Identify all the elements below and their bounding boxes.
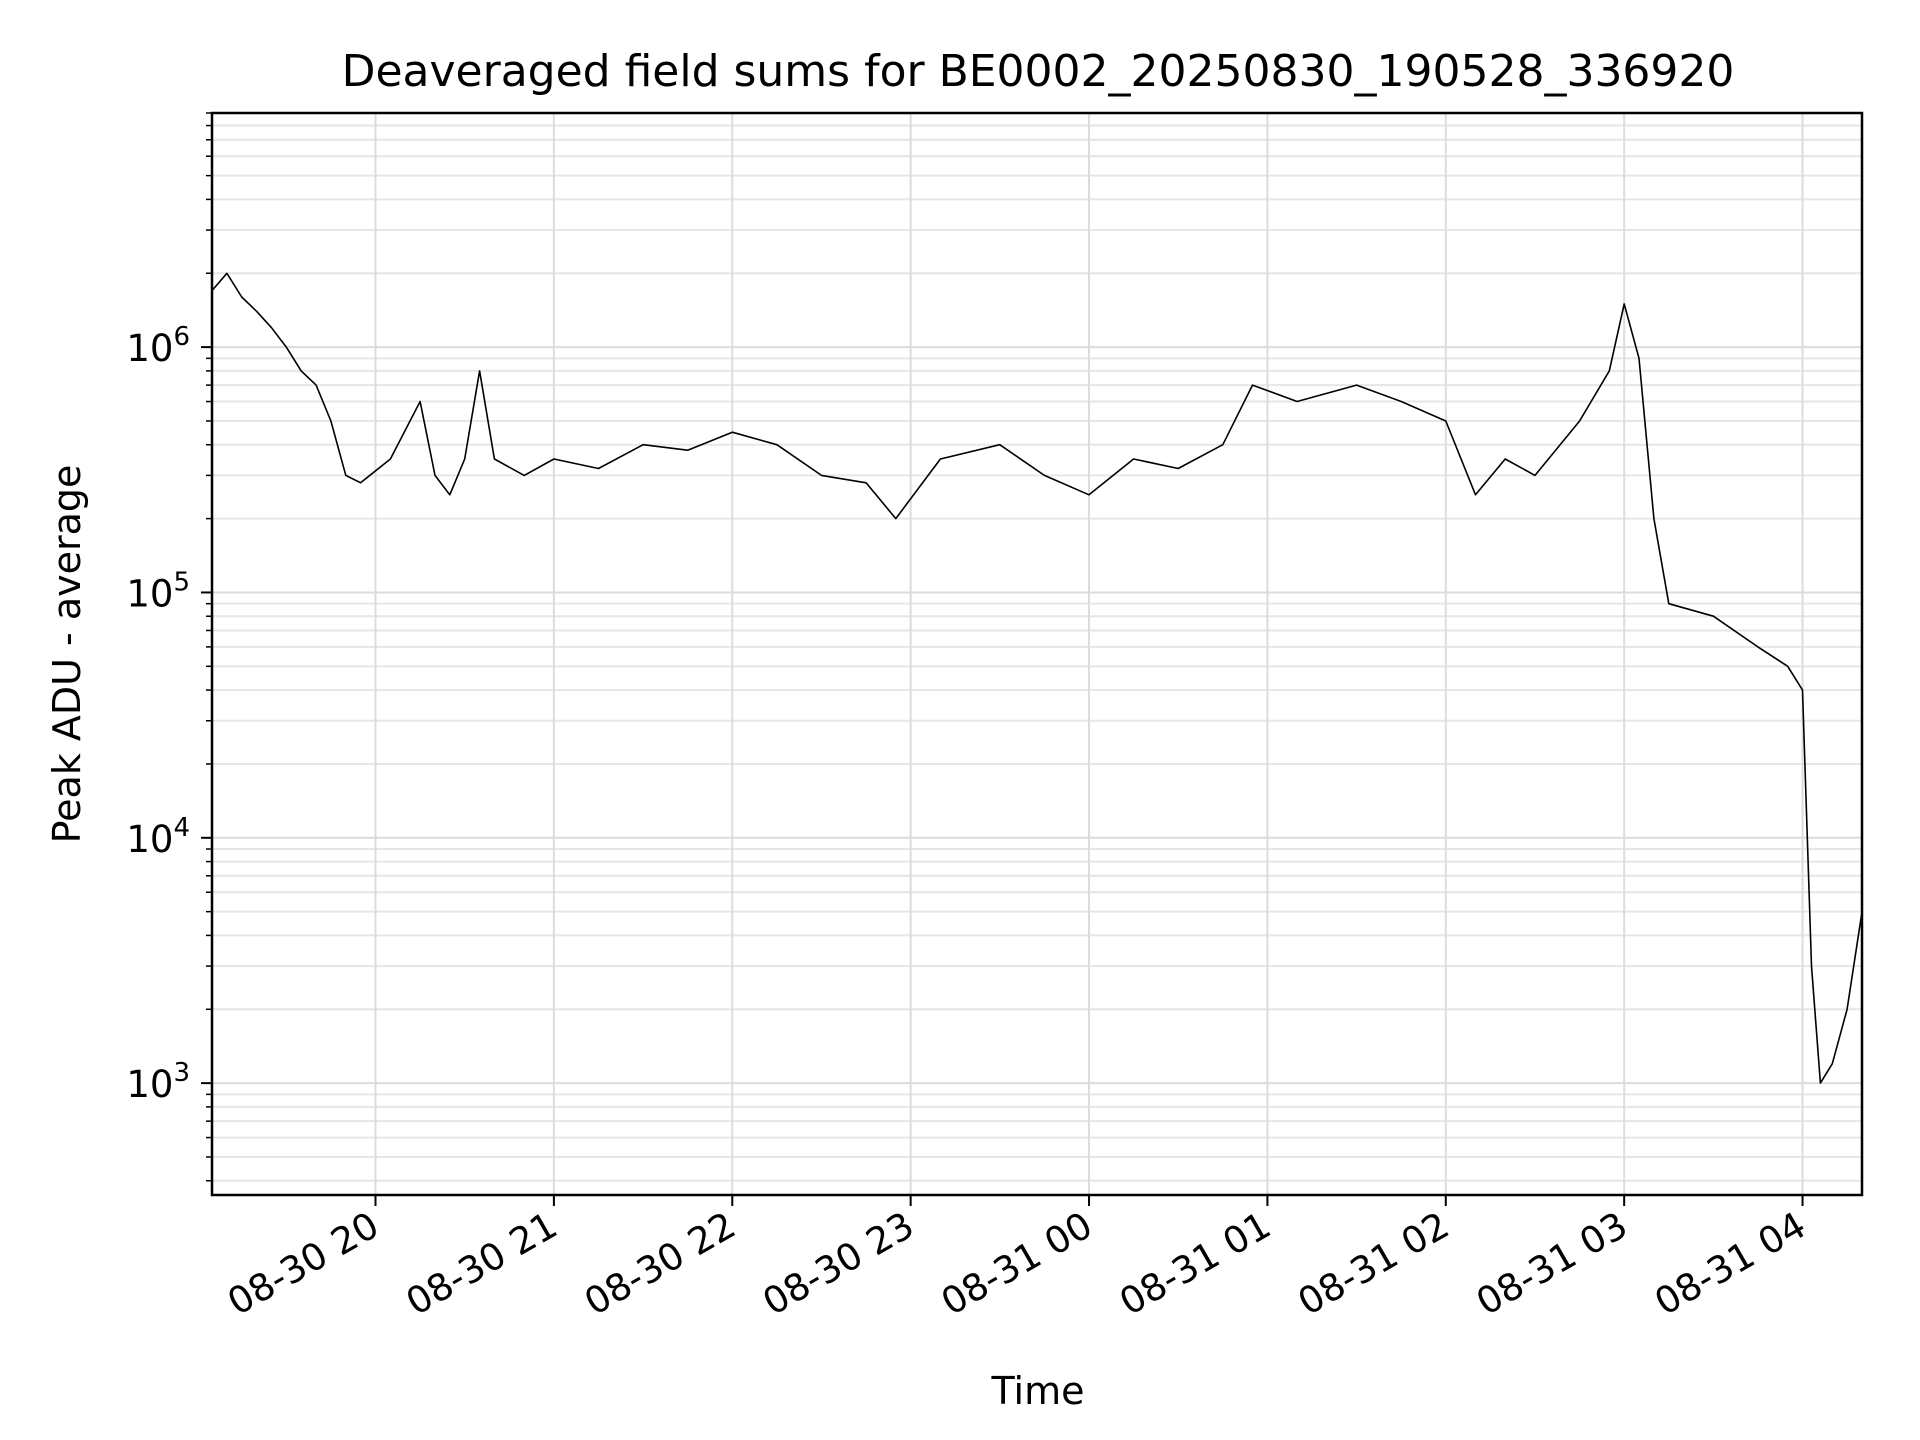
series-layer	[211, 272, 1863, 1084]
series-line	[211, 272, 1863, 1084]
y-tick-label: 106	[126, 322, 190, 370]
plot-frame	[210, 111, 1864, 1197]
y-tick-label: 103	[126, 1058, 190, 1106]
chart-title: Deaveraged field sums for BE0002_2025083…	[342, 46, 1735, 97]
y-tick-label: 104	[126, 813, 190, 861]
grid	[212, 112, 1862, 1195]
x-axis-label: Time	[991, 1369, 1085, 1413]
y-axis-label: Peak ADU - average	[45, 465, 89, 844]
y-tick-label: 105	[126, 567, 190, 615]
